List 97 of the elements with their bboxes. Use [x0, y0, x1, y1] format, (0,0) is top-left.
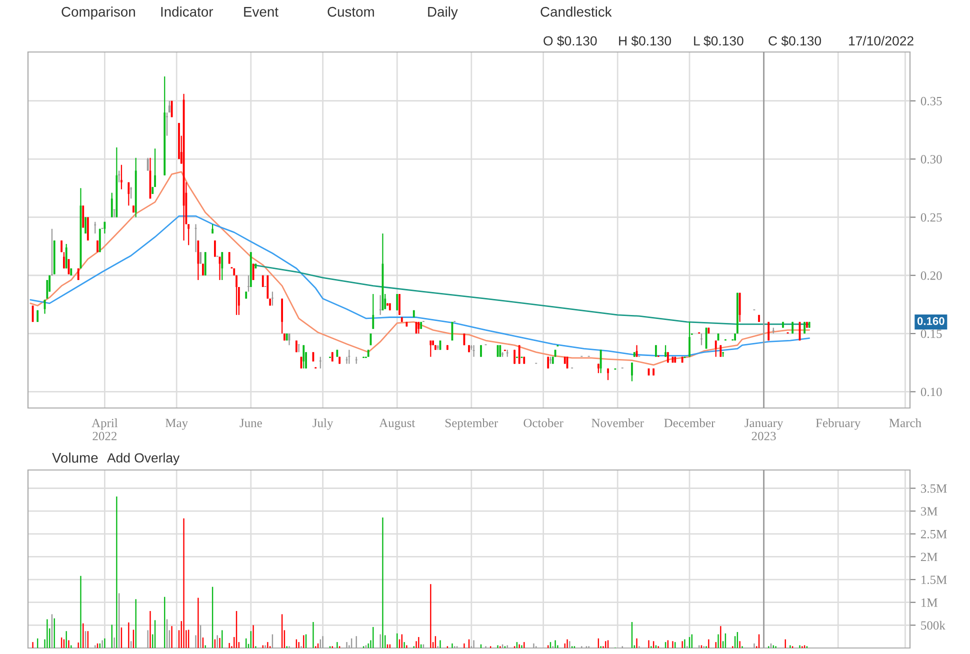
y-tick-label: 1M	[922, 598, 938, 607]
candlestick	[705, 327, 708, 350]
candlestick	[94, 221, 96, 234]
y-tick-label: 3.5M	[921, 484, 947, 493]
y-tick-label: 1.5M	[922, 576, 947, 584]
candlestick	[430, 340, 432, 358]
candlestick	[82, 205, 84, 228]
candlestick	[118, 170, 120, 183]
candlestick	[700, 332, 702, 346]
candlestick	[379, 294, 382, 316]
candlestick	[46, 279, 48, 300]
y-tick-label: 0.15	[920, 330, 942, 338]
candlestick	[128, 182, 130, 206]
candlestick	[738, 292, 741, 322]
y-tick-label: 2.5M	[920, 530, 947, 538]
candlestick	[166, 112, 168, 136]
candlestick	[212, 224, 214, 234]
x-tick-label: April 2022	[92, 418, 118, 440]
candlestick	[110, 192, 113, 218]
text: C $0.130	[768, 36, 822, 46]
x-tick-label: February	[816, 418, 861, 430]
candlestick	[518, 344, 520, 364]
candlestick	[188, 224, 190, 246]
candlestick	[439, 340, 442, 350]
candlestick	[120, 164, 122, 190]
text: Indicator	[161, 6, 214, 17]
candlestick	[631, 362, 633, 382]
candlestick	[68, 258, 70, 275]
text: H $0.130	[619, 36, 672, 46]
text: Candlestick	[540, 6, 612, 17]
candlestick	[496, 344, 499, 358]
y-tick-label: 0.30	[920, 155, 942, 164]
candlestick	[396, 293, 398, 311]
x-tick-label: November	[592, 418, 644, 428]
candlestick	[302, 344, 305, 369]
candlestick	[550, 356, 552, 364]
candlestick	[168, 100, 170, 114]
line-series	[30, 171, 810, 366]
x-tick-label: March	[889, 418, 922, 428]
candlestick	[331, 352, 334, 362]
candlestick	[204, 252, 206, 276]
candlestick	[272, 291, 274, 306]
text: O $0.130	[544, 36, 597, 46]
candlestick	[600, 349, 602, 374]
candlestick	[298, 344, 300, 353]
candlestick	[252, 263, 254, 281]
text: Event	[244, 7, 278, 17]
text: L $0.130	[694, 36, 744, 46]
candlestick	[248, 274, 250, 292]
y-tick-label: 2M	[920, 552, 938, 562]
y-tick-label: 0.20	[920, 271, 942, 280]
candlestick	[32, 305, 34, 322]
candlestick	[499, 344, 502, 358]
candlestick	[720, 344, 722, 358]
candlestick	[348, 349, 350, 364]
candlestick	[714, 340, 717, 358]
x-tick-label: October	[524, 418, 564, 428]
x-tick-label: January 2023	[744, 418, 784, 440]
candlestick	[65, 243, 68, 269]
x-tick-label: June	[240, 418, 262, 428]
y-tick-label: 0.35	[920, 96, 942, 106]
line-series	[30, 215, 810, 356]
text: Comparison	[62, 6, 135, 20]
x-tick-label: May	[166, 418, 188, 430]
text: 0.160	[917, 317, 944, 325]
text: Daily	[428, 6, 458, 20]
candlestick	[664, 344, 666, 358]
candlestick	[607, 368, 609, 381]
candlestick	[281, 298, 284, 334]
y-tick-label: 0.10	[920, 388, 942, 396]
candlestick	[197, 240, 200, 281]
candlestick	[146, 157, 149, 172]
text: 17/10/2022	[849, 36, 914, 46]
y-tick-label: 500k	[921, 620, 946, 630]
candlestick	[154, 148, 156, 188]
candlestick	[688, 321, 690, 358]
candlestick	[130, 186, 132, 200]
y-tick-label: 0.25	[920, 213, 942, 222]
x-tick-label: December	[664, 418, 716, 428]
candlestick	[472, 344, 475, 358]
candlestick	[386, 302, 388, 306]
candlestick	[62, 252, 65, 269]
candlestick	[312, 352, 314, 362]
candlestick	[51, 228, 53, 276]
candlestick	[236, 274, 238, 316]
candlestick	[86, 216, 89, 242]
x-tick-label: July	[312, 418, 334, 430]
y-tick-label: 3M	[921, 507, 938, 516]
text: Add Overlay	[107, 452, 180, 466]
x-tick-label: September	[446, 418, 498, 430]
candlestick	[221, 252, 224, 281]
chart-title: Volume	[52, 452, 98, 463]
candlestick	[238, 286, 240, 316]
x-tick-label: August	[379, 418, 416, 430]
candlestick	[319, 356, 322, 369]
candlestick	[372, 293, 374, 330]
text: Custom	[328, 6, 374, 17]
